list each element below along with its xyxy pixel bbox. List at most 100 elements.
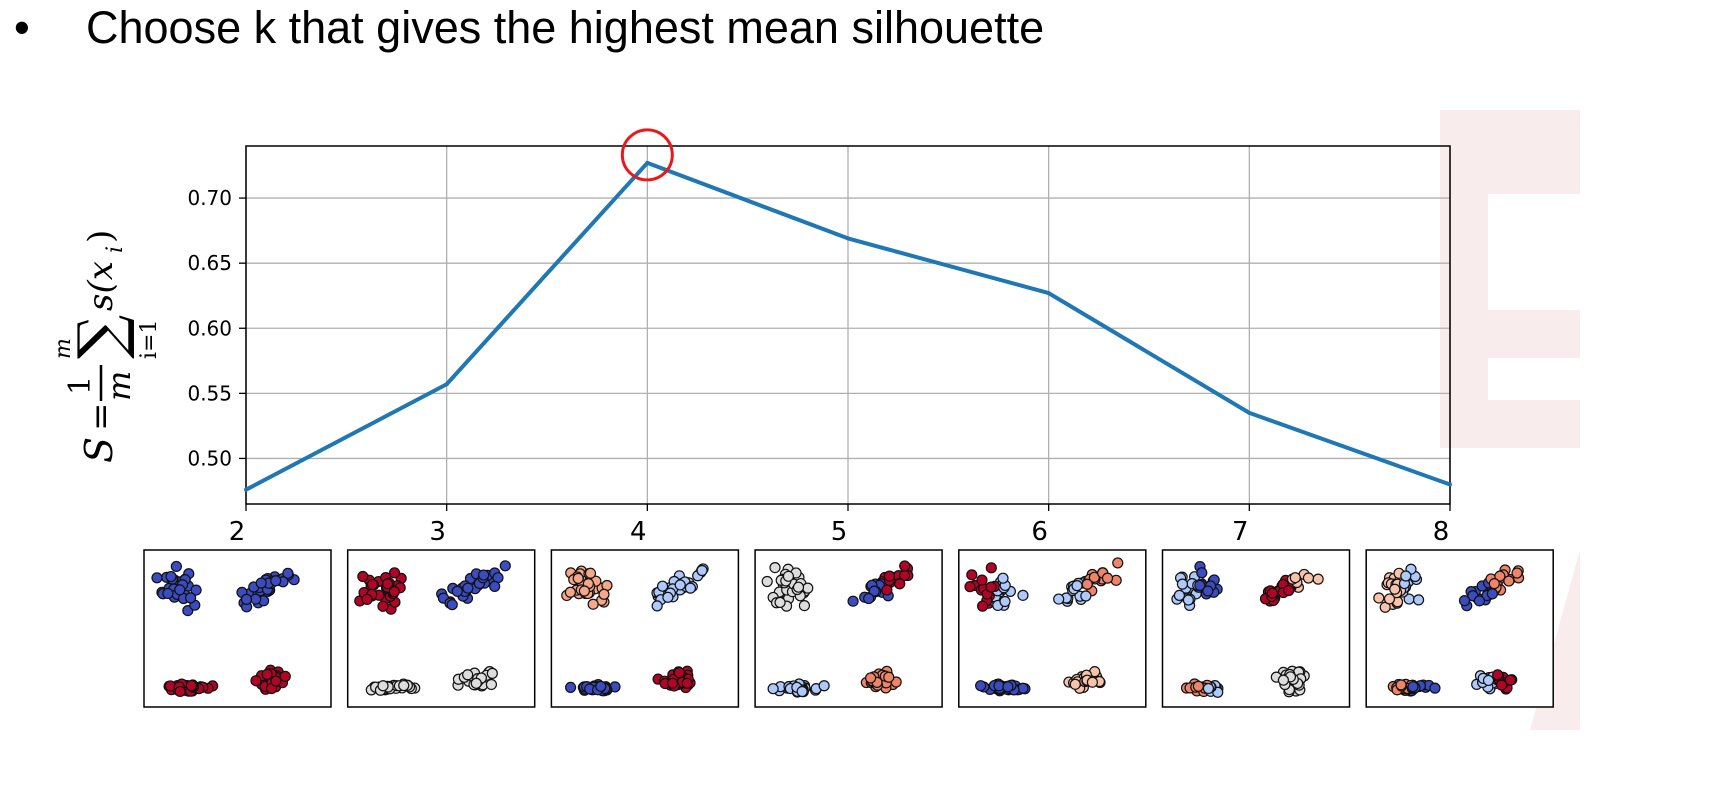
cluster-point	[769, 562, 781, 574]
data-point	[244, 487, 248, 492]
cluster-point	[761, 575, 773, 588]
cluster-point	[1486, 588, 1498, 600]
cluster-point	[151, 572, 163, 584]
cluster-point	[666, 677, 679, 689]
cluster-point	[662, 591, 674, 603]
cluster-point	[162, 587, 174, 600]
cluster-point	[1400, 570, 1412, 582]
ylabel-sum-top: m	[51, 338, 76, 359]
data-point	[645, 160, 650, 165]
thumbnail-frame	[958, 549, 1147, 708]
cluster-point	[478, 569, 490, 581]
cluster-point	[174, 584, 186, 596]
max-highlight-circle	[620, 128, 674, 182]
cluster-point	[696, 564, 708, 577]
cluster-point	[1202, 682, 1215, 695]
cluster-point	[894, 578, 906, 590]
cluster-point	[1429, 682, 1441, 694]
cluster-point	[868, 585, 880, 597]
y-tick-label: 0.50	[187, 446, 232, 470]
cluster-point	[1277, 674, 1290, 686]
cluster-point	[165, 570, 177, 583]
cluster-point	[282, 567, 294, 579]
cluster-point	[674, 579, 686, 591]
y-tick-label: 0.60	[187, 316, 232, 340]
cluster-point	[881, 584, 893, 596]
cluster-point	[598, 588, 610, 600]
ylabel-s: S	[77, 437, 121, 463]
cluster-point	[398, 679, 410, 692]
cluster-point	[572, 572, 584, 584]
cluster-point	[985, 562, 997, 574]
data-point	[1046, 291, 1051, 296]
cluster-point	[796, 685, 808, 698]
cluster-point	[587, 598, 599, 610]
cluster-point	[865, 672, 877, 684]
cluster-point	[1081, 578, 1093, 590]
cluster-point	[1069, 678, 1081, 690]
cluster-point	[1373, 592, 1385, 604]
cluster-point	[270, 675, 282, 687]
cluster-point	[1002, 681, 1014, 693]
bullet-text: Choose k that gives the highest mean sil…	[86, 2, 1045, 53]
cluster-point	[564, 586, 576, 598]
y-axis-ticks: 0.50 0.55 0.60 0.65 0.70	[187, 186, 246, 470]
cluster-point	[1495, 679, 1508, 691]
cluster-point	[174, 685, 186, 698]
cluster-point	[499, 560, 511, 572]
x-tick-label: 8	[1433, 517, 1450, 547]
cluster-point	[847, 595, 859, 607]
data-point	[444, 382, 449, 387]
cluster-point	[1302, 572, 1315, 584]
cluster-point	[190, 584, 202, 596]
cluster-point	[1086, 676, 1098, 688]
y-tick-label: 0.65	[187, 251, 232, 275]
cluster-point	[270, 575, 282, 587]
ylabel-denominator: m	[100, 371, 138, 401]
x-tick-label: 5	[831, 517, 848, 547]
cluster-point	[1389, 583, 1401, 595]
cluster-point	[863, 592, 875, 605]
x-tick-label: 2	[229, 517, 246, 547]
cluster-point	[377, 600, 389, 612]
cluster-point	[774, 596, 786, 609]
thumbnail-k6	[958, 549, 1147, 708]
cluster-point	[185, 679, 197, 692]
cluster-point	[489, 580, 501, 592]
cluster-point	[1289, 572, 1301, 584]
y-tick-label: 0.70	[187, 186, 232, 210]
x-tick-label: 3	[429, 517, 446, 547]
bullet-glyph: •	[14, 2, 30, 53]
cluster-point	[1383, 593, 1396, 605]
cluster-point	[564, 681, 577, 694]
cluster-point	[1458, 595, 1471, 607]
data-point	[1247, 410, 1252, 415]
cluster-point	[470, 677, 482, 689]
cluster-point	[361, 593, 373, 605]
data-point	[1448, 482, 1452, 487]
cluster-point	[1412, 594, 1425, 606]
cluster-point	[1503, 575, 1515, 587]
y-tick-label: 0.55	[187, 381, 232, 405]
ylabel-subscript: i	[103, 246, 128, 253]
cluster-point	[883, 570, 896, 582]
ylabel-equals: =	[81, 403, 121, 432]
cluster-point	[976, 600, 989, 612]
cluster-point	[651, 600, 663, 612]
cluster-point	[966, 569, 978, 581]
cluster-point	[1407, 681, 1419, 693]
cluster-point	[250, 593, 262, 605]
cluster-point	[388, 586, 400, 598]
cluster-point	[1101, 572, 1114, 584]
cluster-point	[976, 574, 988, 586]
thumbnail-k5	[754, 549, 943, 708]
cluster-point	[388, 567, 401, 579]
cluster-point	[1173, 589, 1185, 601]
cluster-point	[595, 680, 607, 692]
cluster-point	[1071, 580, 1083, 592]
cluster-point	[792, 581, 805, 593]
cluster-point	[377, 680, 389, 692]
ylabel-close-paren: )	[81, 230, 121, 243]
cluster-point	[1492, 669, 1504, 681]
cluster-point	[1194, 579, 1206, 592]
